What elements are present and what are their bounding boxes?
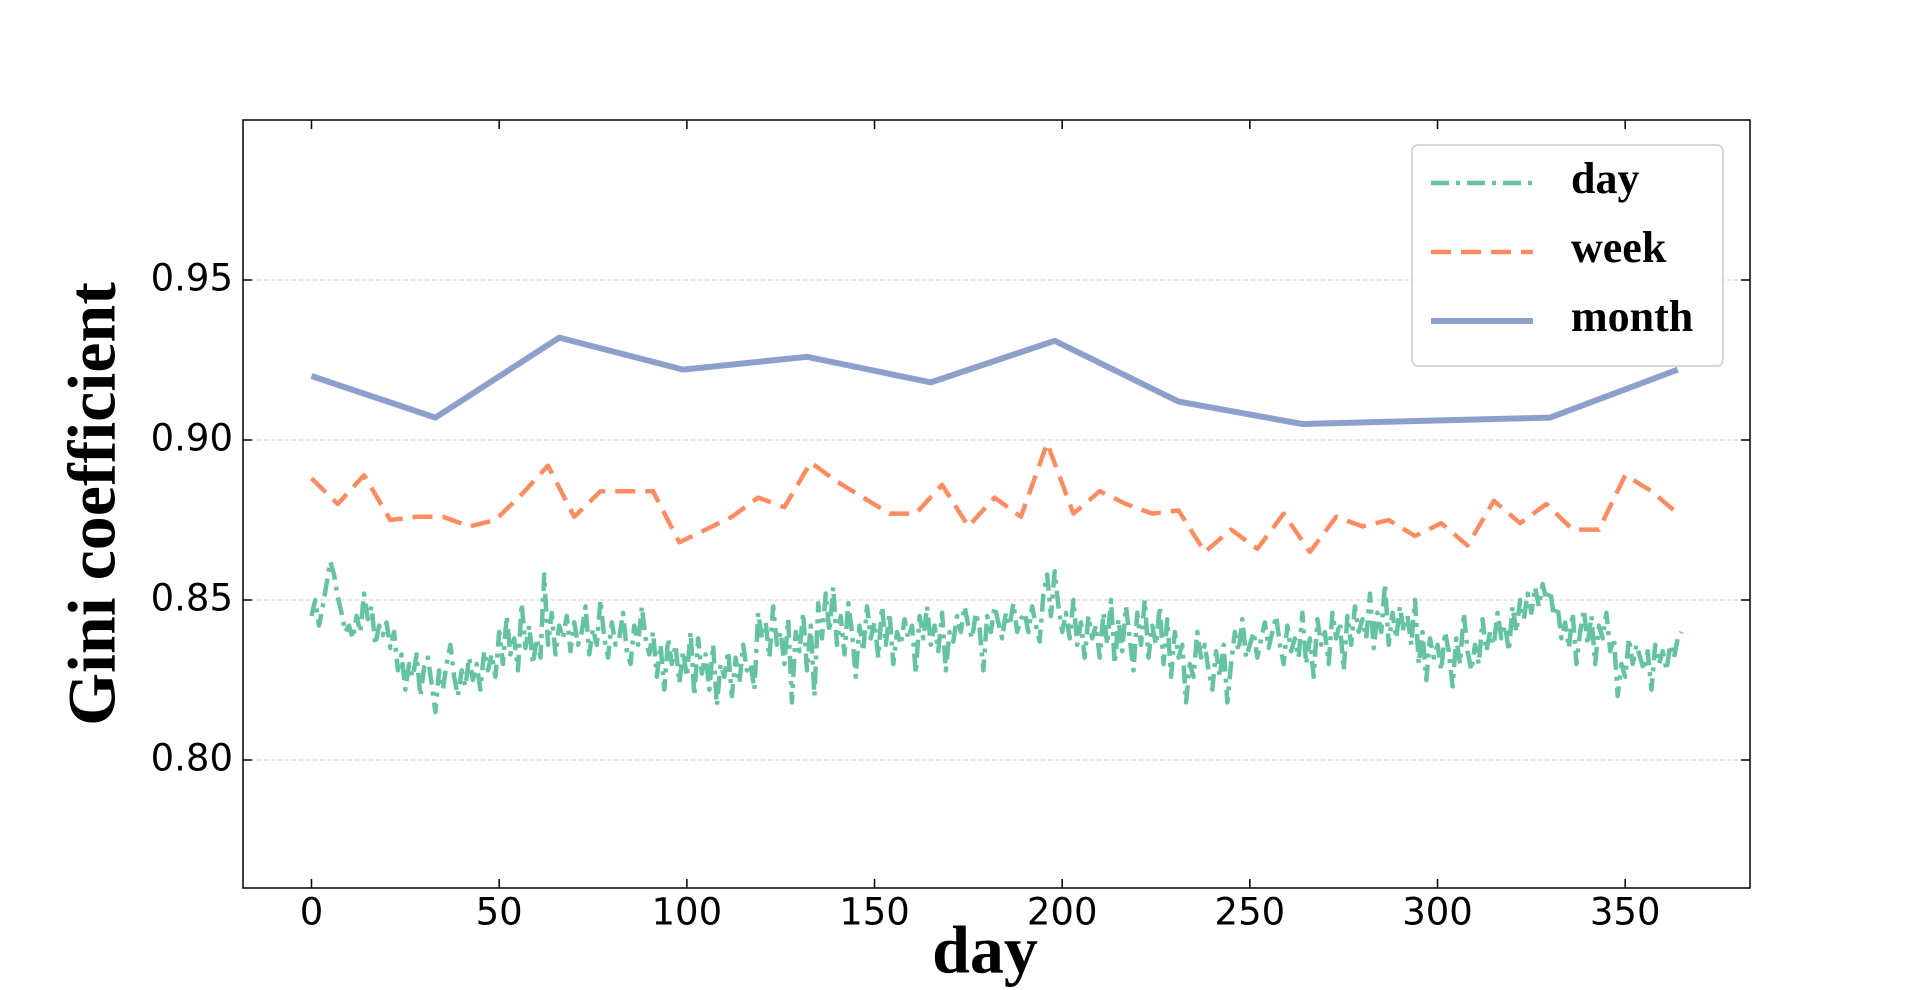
x-tick-label: 0 (300, 891, 324, 934)
legend-label: week (1571, 223, 1667, 272)
line-series (310, 334, 1679, 427)
line-series (309, 440, 1680, 555)
y-tick-label: 0.85 (151, 577, 233, 620)
x-tick-label: 50 (476, 891, 523, 934)
x-tick-label: 250 (1215, 891, 1286, 934)
x-tick-label: 350 (1590, 891, 1661, 934)
plot-frame (242, 119, 1751, 889)
y-axis-label: Gini coefficient (54, 282, 130, 726)
x-tick-label: 300 (1402, 891, 1473, 934)
legend-box (1411, 144, 1724, 367)
x-axis-label: day (932, 912, 1038, 988)
legend-label: day (1571, 154, 1639, 203)
y-tick-label: 0.80 (151, 737, 233, 780)
line-series (309, 559, 1684, 715)
x-tick-label: 200 (1027, 891, 1098, 934)
legend-label: month (1571, 292, 1693, 341)
y-tick-label: 0.90 (151, 417, 233, 460)
x-tick-label: 100 (652, 891, 723, 934)
y-tick-label: 0.95 (151, 257, 233, 300)
x-tick-label: 150 (839, 891, 910, 934)
